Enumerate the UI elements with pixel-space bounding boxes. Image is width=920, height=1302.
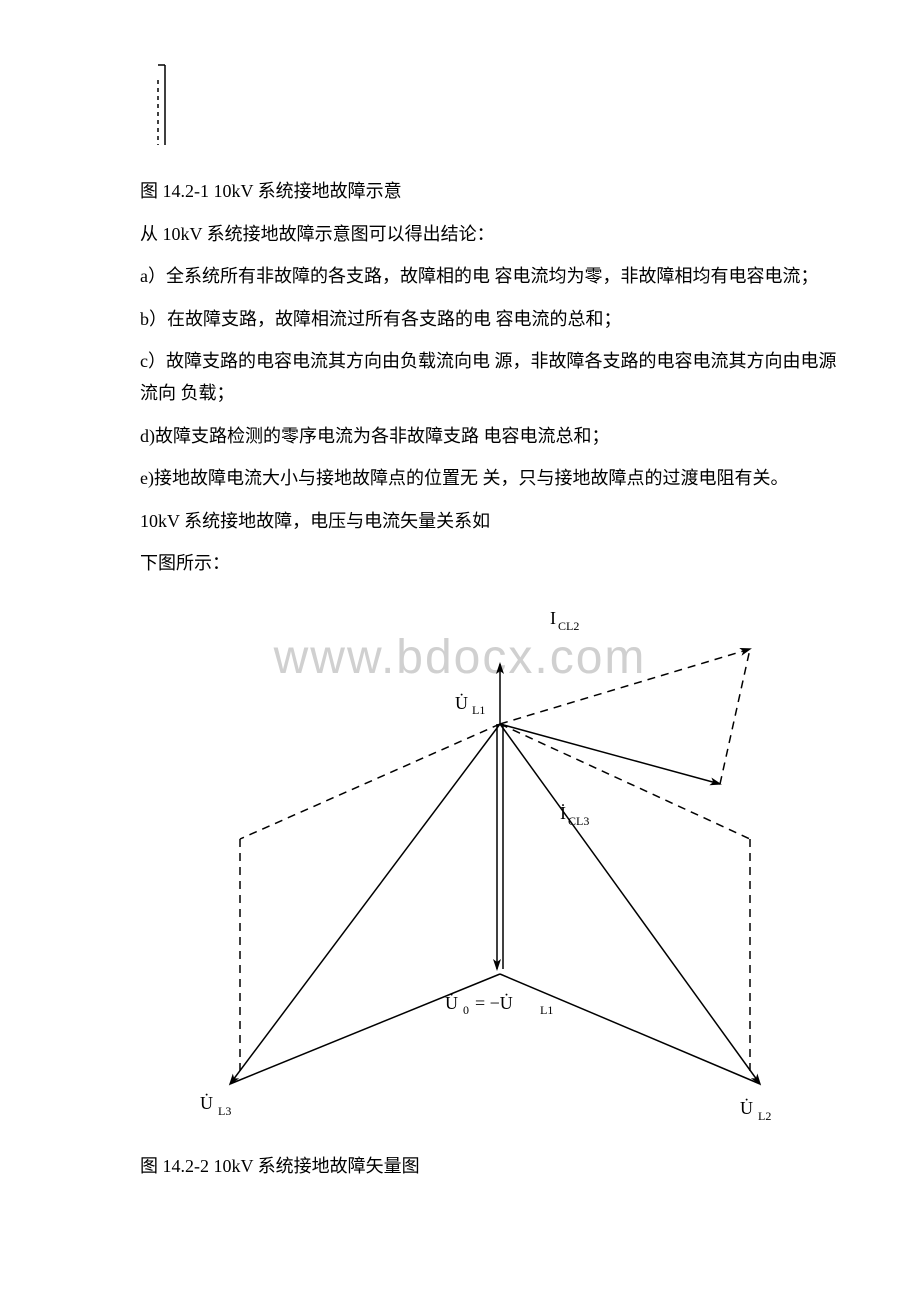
svg-text:U̇: U̇ (740, 1097, 753, 1118)
item-b: b）在故障支路，故障相流过所有各支路的电 容电流的总和； (80, 303, 840, 335)
svg-text:İ: İ (560, 803, 566, 823)
small-schematic-diagram (150, 60, 840, 160)
line-below: 下图所示： (80, 547, 840, 579)
item-c: c）故障支路的电容电流其方向由负载流向电 源，非故障各支路的电容电流其方向由电源… (80, 345, 840, 410)
svg-text:L1: L1 (472, 703, 485, 717)
svg-text:L3: L3 (218, 1104, 231, 1118)
figure1-caption: 图 14.2-1 10kV 系统接地故障示意 (80, 175, 840, 207)
svg-text:L1: L1 (540, 1003, 553, 1017)
svg-text:L2: L2 (758, 1109, 771, 1123)
item-e: e)接地故障电流大小与接地故障点的位置无 关，只与接地故障点的过渡电阻有关。 (80, 462, 840, 494)
svg-text:0: 0 (463, 1003, 469, 1017)
svg-text:U̇: U̇ (200, 1092, 213, 1113)
item-d: d)故障支路检测的零序电流为各非故障支路 电容电流总和； (80, 420, 840, 452)
svg-text:I: I (550, 608, 556, 628)
line-10kv: 10kV 系统接地故障，电压与电流矢量关系如 (80, 505, 840, 537)
figure2-caption: 图 14.2-2 10kV 系统接地故障矢量图 (80, 1150, 840, 1182)
svg-text:CL2: CL2 (558, 619, 579, 633)
intro-text: 从 10kV 系统接地故障示意图可以得出结论： (80, 218, 840, 250)
svg-text:U̇: U̇ (455, 692, 468, 713)
item-a: a）全系统所有非故障的各支路，故障相的电 容电流均为零，非故障相均有电容电流； (80, 260, 840, 292)
vector-diagram: I CL2 U̇ L1 İ CL3 U̇ 0 = −U̇ L1 U̇ L3 U̇… (180, 594, 840, 1134)
svg-text:U̇: U̇ (445, 992, 458, 1013)
svg-text:= −U̇: = −U̇ (475, 992, 513, 1013)
svg-text:CL3: CL3 (568, 814, 589, 828)
